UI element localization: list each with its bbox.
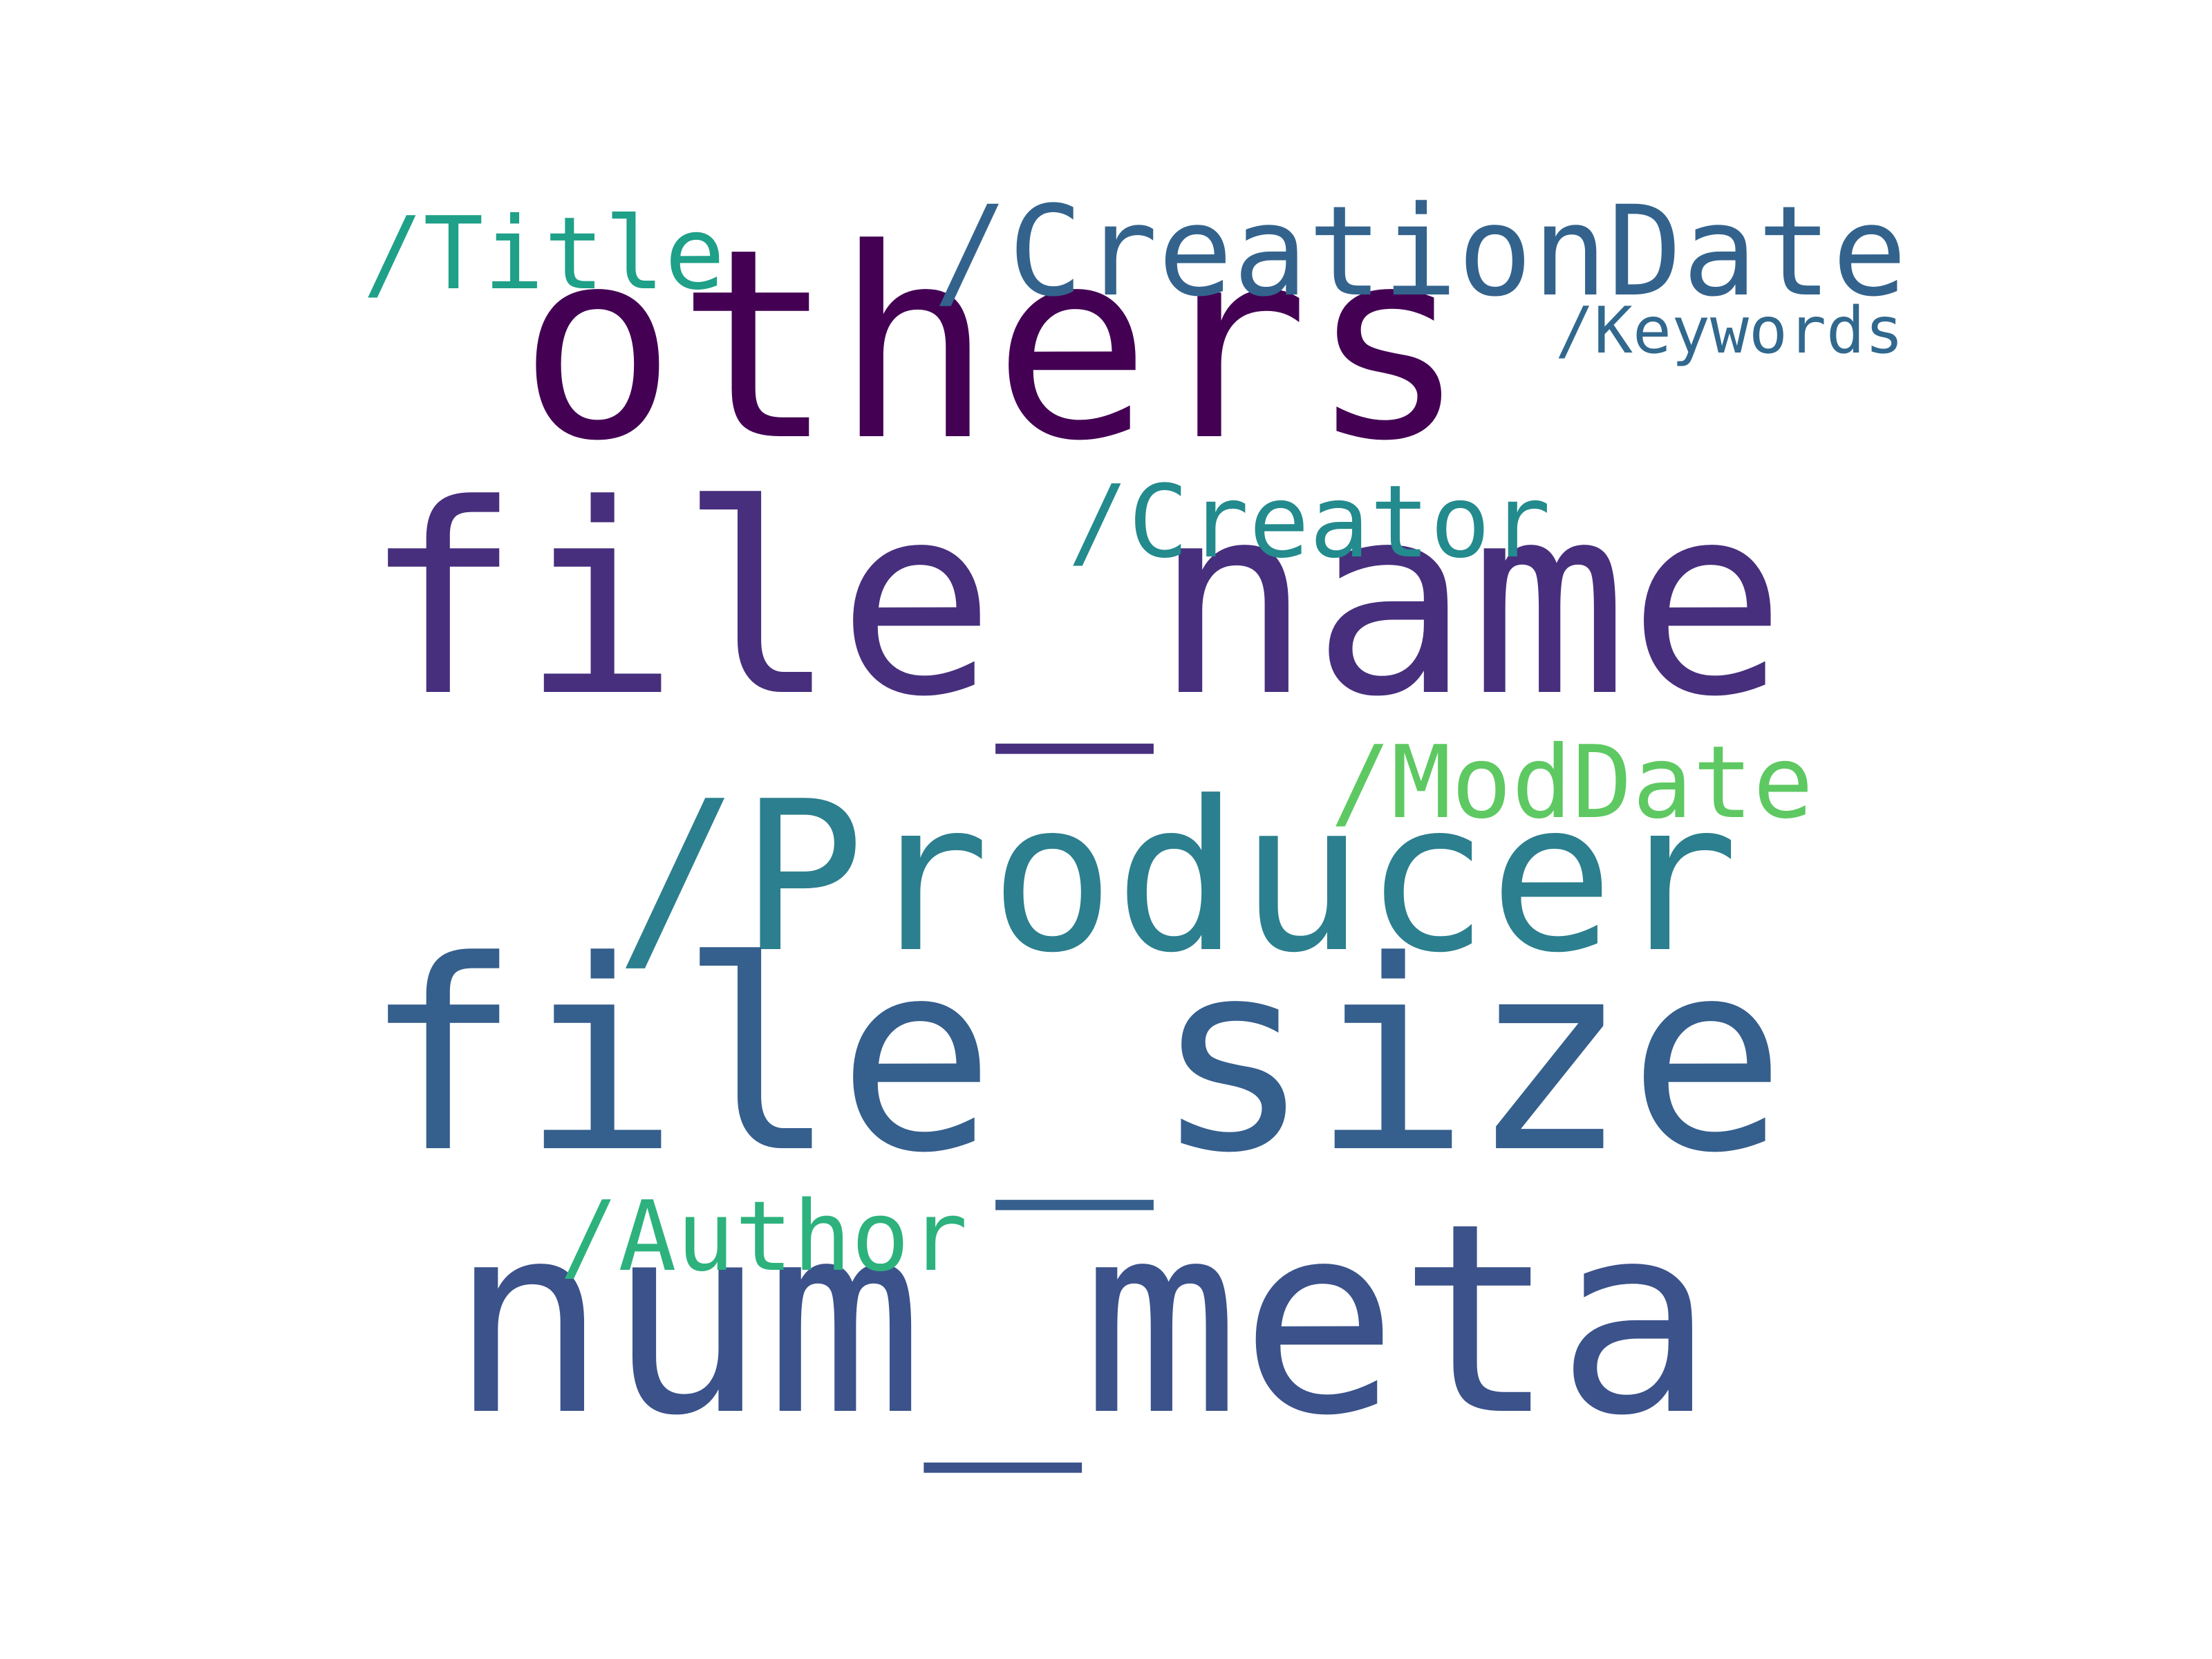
word-creator: /Creator — [1068, 464, 1551, 581]
word-others: others — [518, 192, 1468, 498]
word-keywords: /Keywords — [1555, 293, 1904, 368]
word-author: /Author — [560, 1181, 968, 1293]
word-title: /Title — [363, 196, 725, 312]
word-moddate: /ModDate — [1331, 724, 1814, 841]
word-file-size: file_size — [363, 904, 1787, 1210]
word-file-name: file_name — [363, 448, 1787, 754]
word-num-meta: num_meta — [449, 1167, 1715, 1473]
word-producer: /Producer — [615, 757, 1739, 998]
word-creationdate: /CreationDate — [933, 180, 1907, 324]
